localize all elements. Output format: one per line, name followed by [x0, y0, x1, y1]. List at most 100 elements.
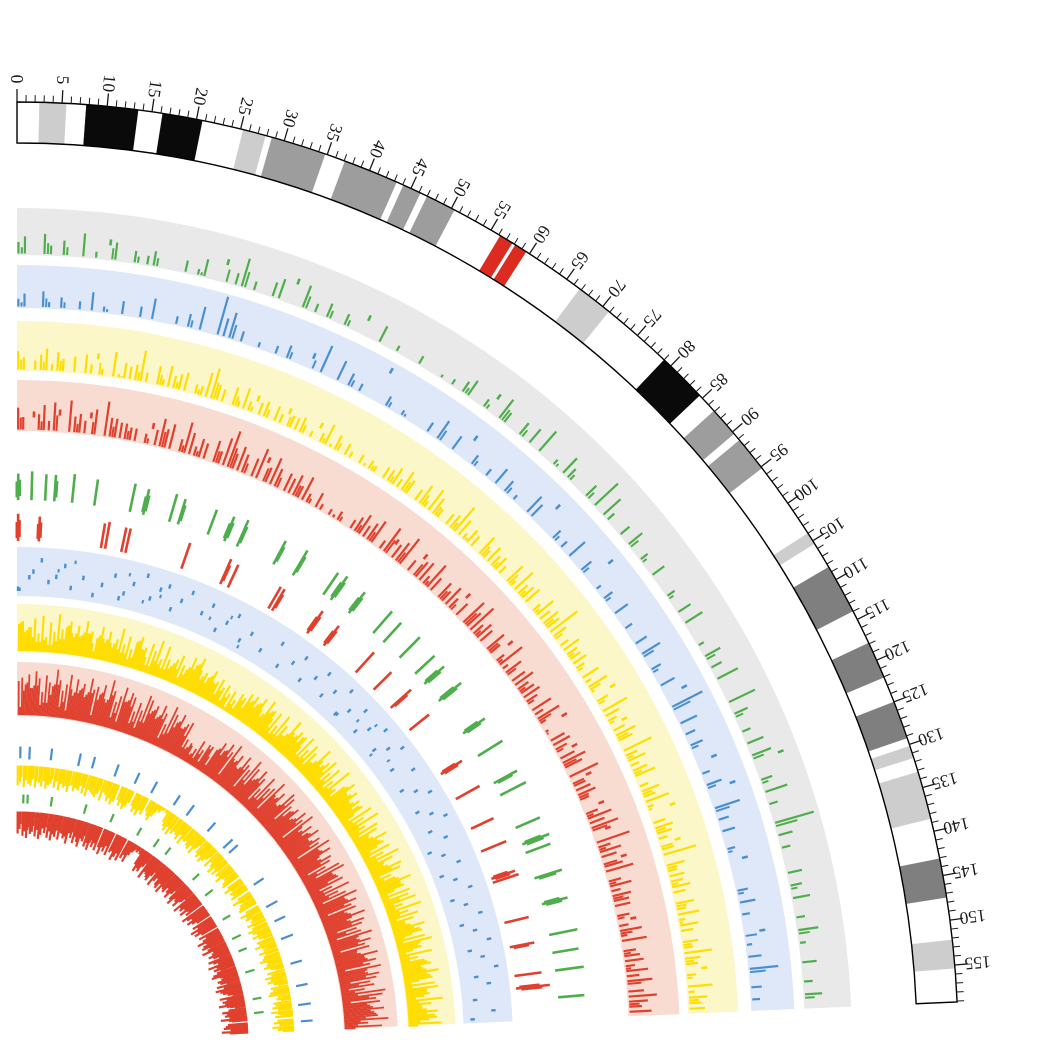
hist-bar: [367, 855, 393, 870]
scale-tick-label: 5: [53, 75, 73, 85]
hist-bar: [72, 692, 79, 721]
hist-bar: [298, 753, 317, 772]
tick-mark: [225, 1024, 248, 1029]
hist-bar: [309, 889, 321, 897]
scatter-mark: [116, 595, 121, 601]
tick-mark: [159, 870, 173, 885]
hist-bar: [55, 415, 59, 431]
major-tick: [787, 495, 799, 504]
hist-bar: [78, 301, 82, 310]
hist-bar: [337, 807, 353, 820]
scatter-mark: [368, 753, 373, 757]
hist-bar: [626, 754, 634, 760]
hist-bar: [603, 591, 614, 600]
minor-tick: [927, 802, 935, 806]
hist-bar: [58, 690, 64, 718]
hist-bar: [262, 401, 271, 417]
scatter-mark: [280, 641, 285, 647]
hist-bar: [133, 721, 141, 737]
major-tick: [909, 739, 922, 745]
hist-bar: [478, 537, 496, 555]
hist-bar: [273, 735, 285, 748]
minor-tick: [951, 927, 959, 930]
scale-tick-label: 10: [99, 74, 121, 94]
minor-tick: [88, 97, 91, 105]
hist-bar: [333, 950, 358, 959]
tile-mark: [330, 581, 342, 598]
tile-mark: [124, 528, 132, 554]
minor-tick: [802, 521, 810, 527]
hist-bar: [630, 916, 637, 920]
hist-bar: [236, 694, 254, 720]
hist-bar: [90, 292, 95, 311]
hist-bar: [59, 629, 64, 654]
tick-mark: [191, 911, 209, 925]
hist-bar: [31, 685, 36, 716]
hist-bar: [643, 649, 655, 658]
hist-bar: [128, 427, 133, 441]
minor-tick: [868, 640, 876, 645]
hist-bar: [642, 558, 648, 563]
hist-bar: [176, 746, 183, 758]
hist-bar: [710, 661, 723, 669]
hist-bar: [322, 912, 351, 926]
hist-bar: [609, 881, 617, 886]
hist-bar: [300, 476, 315, 501]
hist-bar: [329, 935, 359, 946]
hist-bar: [136, 256, 140, 263]
hist-bar: [318, 503, 324, 511]
hist-bar: [422, 575, 431, 584]
scatter-mark: [212, 627, 218, 633]
hist-bar: [103, 401, 111, 436]
cytoband: [16, 101, 40, 144]
hist-bar: [307, 764, 325, 781]
hist-bar: [79, 632, 86, 657]
hist-bar: [375, 876, 396, 887]
tick-mark: [104, 781, 112, 796]
hist-bar: [394, 542, 411, 562]
tick-mark: [256, 927, 271, 936]
hist-bar: [152, 713, 168, 745]
hist-bar: [186, 313, 192, 327]
hist-bar: [284, 736, 305, 758]
minor-tick: [897, 707, 904, 711]
tick-mark: [277, 1018, 294, 1022]
tick-mark: [28, 746, 31, 760]
hist-bar: [267, 716, 291, 743]
hist-bar: [188, 757, 194, 765]
scatter-mark: [459, 923, 465, 928]
hist-bar: [479, 629, 493, 642]
hist-bar: [195, 451, 199, 457]
hist-bar: [211, 751, 234, 781]
scatter-mark: [274, 663, 280, 669]
hist-bar: [85, 633, 92, 658]
tick-mark: [55, 815, 61, 831]
scatter-mark: [389, 767, 395, 773]
hist-bar: [109, 643, 116, 663]
hist-bar: [387, 910, 400, 917]
hist-bar: [314, 492, 325, 508]
hist-bar: [689, 998, 700, 1002]
hist-bar: [492, 561, 499, 568]
hist-bar: [182, 372, 190, 391]
hist-bar: [544, 618, 555, 627]
hist-bar: [243, 271, 251, 288]
track-8-yellow-dense-hist: [17, 604, 456, 1027]
hist-bar: [391, 467, 404, 485]
hist-bar: [704, 646, 721, 658]
tile-mark: [219, 558, 233, 585]
hist-bar: [296, 859, 318, 873]
hist-bar: [175, 381, 179, 389]
tick-mark: [22, 765, 26, 788]
hist-bar: [219, 755, 244, 786]
major-tick: [326, 142, 333, 155]
track-8-yellow-dense-hist-background: [17, 604, 456, 1026]
hist-bar: [268, 457, 283, 485]
tick-mark: [254, 940, 276, 951]
hist-bar: [609, 720, 615, 725]
hist-bar: [594, 482, 619, 506]
tick-mark: [258, 947, 279, 957]
hist-bar: [146, 716, 159, 743]
track-11-yellow-ticks: [16, 765, 295, 1033]
hist-bar: [765, 783, 788, 793]
